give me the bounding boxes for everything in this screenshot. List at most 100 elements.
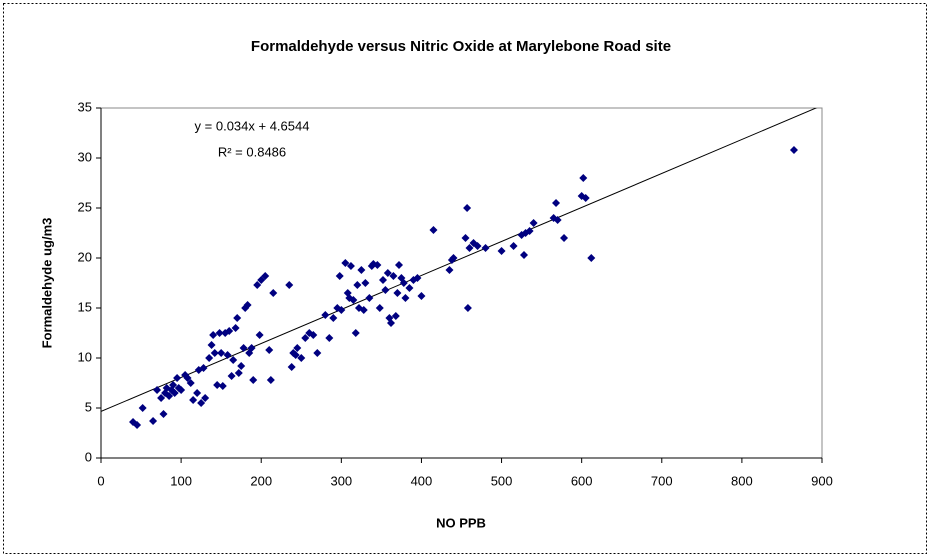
data-point xyxy=(234,369,243,377)
data-point xyxy=(335,272,344,280)
data-point xyxy=(413,274,422,282)
data-point xyxy=(301,334,310,342)
data-point xyxy=(461,234,470,242)
x-tick-label: 200 xyxy=(250,473,272,488)
data-point xyxy=(581,194,590,202)
data-point xyxy=(391,312,400,320)
data-point xyxy=(349,296,358,304)
data-point xyxy=(197,399,206,407)
y-tick-label: 0 xyxy=(85,449,92,464)
y-tick-label: 10 xyxy=(78,349,92,364)
data-point xyxy=(378,276,387,284)
data-point xyxy=(387,319,396,327)
data-point xyxy=(231,324,240,332)
data-point xyxy=(309,331,318,339)
y-tick-label: 20 xyxy=(78,249,92,264)
y-tick-label: 15 xyxy=(78,299,92,314)
data-point xyxy=(210,349,219,357)
data-point xyxy=(253,281,262,289)
data-point xyxy=(173,374,182,382)
data-point xyxy=(405,284,414,292)
chart-border xyxy=(3,3,927,554)
data-point xyxy=(401,294,410,302)
data-point xyxy=(297,354,306,362)
data-point xyxy=(389,272,398,280)
data-point xyxy=(201,394,210,402)
data-point xyxy=(353,281,362,289)
data-point xyxy=(199,364,208,372)
data-point xyxy=(189,396,198,404)
x-tick-label: 100 xyxy=(170,473,192,488)
data-point xyxy=(463,304,472,312)
data-point xyxy=(255,331,264,339)
data-point xyxy=(373,261,382,269)
data-point xyxy=(133,421,142,429)
data-point xyxy=(227,372,236,380)
data-point xyxy=(215,329,224,337)
data-point xyxy=(365,294,374,302)
data-point xyxy=(193,389,202,397)
data-point xyxy=(321,311,330,319)
x-tick-label: 700 xyxy=(651,473,673,488)
data-point xyxy=(170,389,179,397)
data-point xyxy=(445,266,454,274)
data-point xyxy=(169,381,178,389)
data-point xyxy=(449,254,458,262)
data-point xyxy=(149,417,158,425)
data-point xyxy=(381,286,390,294)
x-tick-label: 800 xyxy=(731,473,753,488)
data-point xyxy=(218,382,227,390)
data-point xyxy=(553,216,562,224)
data-point xyxy=(153,386,162,394)
data-point xyxy=(165,392,174,400)
data-point xyxy=(329,314,338,322)
x-axis-label: NO PPB xyxy=(436,515,486,530)
y-tick-label: 30 xyxy=(78,149,92,164)
data-point xyxy=(223,351,232,359)
data-point xyxy=(587,254,596,262)
x-tick-label: 300 xyxy=(330,473,352,488)
data-point xyxy=(205,354,214,362)
data-point xyxy=(177,386,186,394)
data-point xyxy=(357,266,366,274)
data-point xyxy=(247,344,256,352)
data-point xyxy=(519,251,528,259)
data-point xyxy=(233,314,242,322)
data-point xyxy=(291,351,300,359)
data-point xyxy=(325,334,334,342)
chart-title: Formaldehyde versus Nitric Oxide at Mary… xyxy=(251,38,671,55)
y-tick-label: 5 xyxy=(85,399,92,414)
data-point xyxy=(243,301,252,309)
y-tick-label: 25 xyxy=(78,199,92,214)
trendline-equation: y = 0.034x + 4.6544 xyxy=(195,118,310,133)
x-tick-label: 600 xyxy=(571,473,593,488)
data-point xyxy=(213,381,222,389)
data-point xyxy=(399,279,408,287)
data-point xyxy=(560,234,569,242)
data-point xyxy=(157,394,166,402)
r-squared: R² = 0.8486 xyxy=(218,144,286,159)
data-point xyxy=(269,289,278,297)
y-axis-label: Formaldehyde ug/m3 xyxy=(39,218,54,349)
data-point xyxy=(351,329,360,337)
data-point xyxy=(237,362,246,370)
data-point xyxy=(529,219,538,227)
data-point xyxy=(359,306,368,314)
data-point xyxy=(249,376,258,384)
data-point xyxy=(138,404,147,412)
x-tick-label: 500 xyxy=(491,473,513,488)
trendline xyxy=(101,108,818,412)
data-point xyxy=(217,349,226,357)
data-point xyxy=(789,146,798,154)
data-point xyxy=(183,374,192,382)
data-point xyxy=(509,242,518,250)
data-point xyxy=(497,247,506,255)
data-point xyxy=(579,174,588,182)
data-point xyxy=(417,292,426,300)
data-point xyxy=(265,346,274,354)
data-point xyxy=(463,204,472,212)
x-tick-label: 900 xyxy=(811,473,833,488)
data-point xyxy=(552,199,561,207)
data-point xyxy=(375,304,384,312)
